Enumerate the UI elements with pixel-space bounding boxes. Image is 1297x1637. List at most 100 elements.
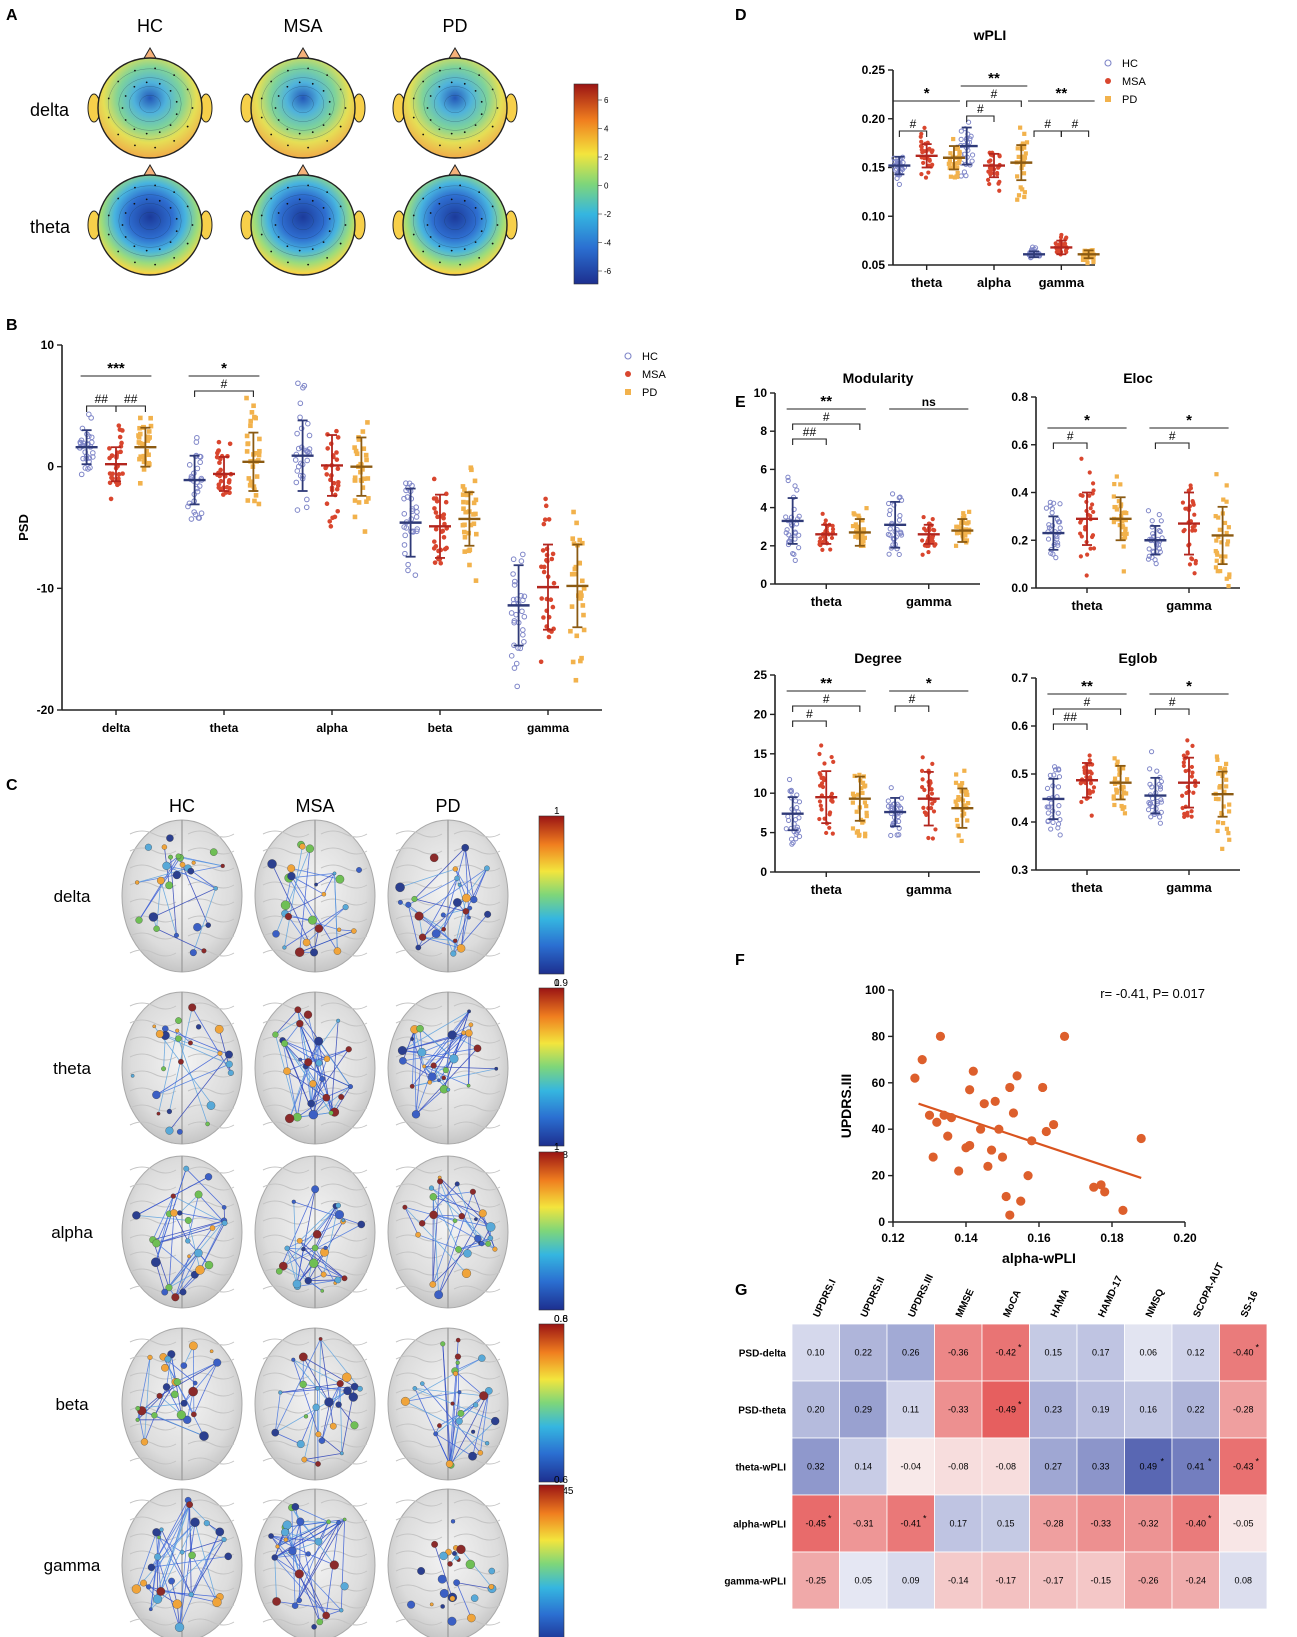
data-point-msa — [1191, 499, 1195, 503]
data-point-msa — [828, 547, 832, 551]
data-point-msa — [1059, 233, 1063, 237]
data-point-msa — [921, 806, 925, 810]
heatmap-cell-value: 0.41 — [1187, 1462, 1205, 1472]
topo-electrode — [146, 133, 148, 135]
data-point — [932, 1118, 941, 1127]
data-point-pd — [852, 511, 856, 515]
data-point-msa — [1181, 500, 1185, 504]
data-point-hc — [511, 557, 516, 562]
heatmap-sig-mark: * — [828, 1514, 832, 1524]
data-point-hc — [1046, 811, 1050, 815]
brain-node — [429, 1186, 434, 1191]
brain-node — [145, 844, 152, 851]
brain-node — [403, 1205, 408, 1210]
brain-node — [478, 1355, 485, 1362]
topo-electrode — [464, 200, 466, 202]
brain-node — [441, 1604, 445, 1608]
brain-node — [343, 1518, 346, 1521]
panel-label-b: B — [6, 317, 18, 334]
data-point-msa — [988, 172, 992, 176]
data-point-msa — [109, 475, 114, 480]
topo-electrode — [286, 128, 288, 130]
topo-electrode — [422, 134, 424, 136]
data-point-pd — [461, 500, 466, 505]
data-point-hc — [414, 515, 419, 520]
brain-node — [340, 1452, 343, 1455]
data-point-msa — [1089, 781, 1093, 785]
heatmap-cell-value: -0.41 — [900, 1519, 921, 1529]
topo-electrode — [422, 198, 424, 200]
topomap-delta-msa — [241, 48, 365, 158]
legend-marker-pd — [625, 389, 631, 395]
topo-head — [251, 175, 355, 275]
data-point-msa — [432, 506, 437, 511]
brain-node — [168, 855, 173, 860]
sig-label: ** — [988, 70, 1000, 87]
topo-col-pd: PD — [442, 16, 467, 36]
data-point-hc — [195, 489, 200, 494]
sig-bracket — [1053, 443, 1087, 449]
data-point-pd — [366, 476, 371, 481]
data-point-msa — [930, 762, 934, 766]
brain-network-beta-msa — [255, 1328, 375, 1480]
data-point — [910, 1074, 919, 1083]
x-tick-label: gamma — [1039, 275, 1085, 290]
data-point-hc — [511, 572, 516, 577]
heatmap-cell-value: 0.15 — [1044, 1348, 1062, 1358]
brain-node — [320, 1076, 325, 1081]
data-point — [1118, 1206, 1127, 1215]
topo-electrode — [170, 124, 172, 126]
topo-electrode — [176, 113, 178, 115]
data-point-pd — [253, 416, 258, 421]
data-point — [947, 1113, 956, 1122]
data-point-hc — [1150, 519, 1154, 523]
topo-electrode — [492, 206, 494, 208]
topo-electrode — [133, 128, 135, 130]
heatmap-sig-mark: * — [1255, 1457, 1259, 1467]
topo-electrode — [176, 218, 178, 220]
data-point-pd — [473, 479, 478, 484]
brain-row-label-theta: theta — [53, 1059, 91, 1078]
brain-node — [160, 1528, 164, 1532]
brain-node — [342, 1276, 347, 1281]
brain-node — [462, 894, 470, 902]
data-point-pd — [248, 419, 253, 424]
brain-node — [456, 1338, 460, 1342]
brain-network-delta-pd — [388, 820, 508, 972]
data-point-msa — [930, 150, 934, 154]
data-point-msa — [442, 535, 447, 540]
data-point-pd — [865, 811, 869, 815]
brain-network-alpha-msa — [255, 1156, 375, 1308]
brain-node — [296, 1518, 304, 1526]
chart-title-degree: Degree — [854, 650, 902, 666]
data-point-pd — [254, 493, 259, 498]
brain-network-alpha-hc — [122, 1156, 242, 1308]
brain-node — [315, 1037, 323, 1045]
data-point-pd — [1115, 474, 1119, 478]
data-point-msa — [1085, 573, 1089, 577]
data-point-pd — [1227, 809, 1231, 813]
data-point-msa — [1091, 488, 1095, 492]
data-point-hc — [306, 421, 311, 426]
brain-node — [190, 949, 197, 956]
data-point-hc — [897, 518, 901, 522]
correlation-stat: r= -0.41, P= 0.017 — [1100, 986, 1205, 1001]
brain-node — [151, 1412, 157, 1418]
data-point-msa — [440, 529, 445, 534]
data-point-pd — [1016, 146, 1020, 150]
topo-electrode — [159, 131, 161, 133]
data-point-pd — [353, 498, 358, 503]
brain-node — [285, 913, 292, 920]
data-point-pd — [955, 803, 959, 807]
topo-electrode — [278, 212, 280, 214]
brain-node — [415, 912, 424, 921]
topo-electrode — [464, 131, 466, 133]
data-point-msa — [120, 471, 125, 476]
topo-electrode — [117, 81, 119, 83]
brain-col-hc: HC — [169, 796, 195, 816]
data-point-pd — [1018, 126, 1022, 130]
data-point-msa — [1089, 506, 1093, 510]
topo-electrode — [159, 83, 161, 85]
heatmap-cell-value: 0.11 — [902, 1405, 919, 1415]
data-point-msa — [1192, 571, 1196, 575]
